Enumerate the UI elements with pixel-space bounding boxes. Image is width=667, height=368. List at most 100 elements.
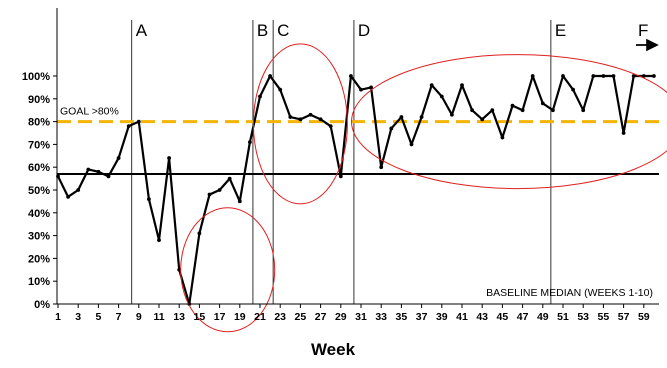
y-tick-label: 80% xyxy=(28,117,50,129)
highlight-ellipse xyxy=(351,54,667,190)
x-tick-label: 27 xyxy=(315,311,327,323)
axes-group: 0%10%20%30%40%50%60%70%80%90%100%1 3 5 7 9 11… xyxy=(22,8,659,323)
data-point xyxy=(308,112,313,117)
x-tick-label: 57 xyxy=(618,311,630,323)
phase-label-f: F xyxy=(638,21,648,40)
highlight-ellipse xyxy=(252,43,348,205)
x-tick-label: 49 xyxy=(537,311,549,323)
data-point xyxy=(268,74,272,78)
data-point xyxy=(439,94,444,99)
phase-label-c: C xyxy=(277,21,289,40)
phase-label-d: D xyxy=(358,21,370,40)
x-tick-label: 41 xyxy=(456,311,468,323)
x-tick-label: 55 xyxy=(598,311,610,323)
data-point xyxy=(500,135,505,140)
data-point xyxy=(177,267,182,272)
data-point xyxy=(520,108,525,113)
data-point xyxy=(369,85,373,90)
data-point xyxy=(86,167,91,172)
data-point xyxy=(551,108,555,113)
data-point xyxy=(349,74,353,78)
y-tick-label: 30% xyxy=(28,231,50,243)
data-point xyxy=(318,117,323,122)
data-point xyxy=(328,124,333,129)
x-tick-label: 37 xyxy=(416,311,428,323)
data-point xyxy=(217,188,222,192)
baseline-median-label: BASELINE MEDIAN (WEEKS 1-10) xyxy=(486,287,653,299)
data-point xyxy=(601,74,606,78)
data-point xyxy=(591,74,596,78)
data-point xyxy=(359,87,363,92)
data-point xyxy=(389,126,394,131)
data-point xyxy=(126,124,131,129)
data-point xyxy=(470,108,474,113)
x-tick-label: 35 xyxy=(396,311,408,323)
y-tick-label: 20% xyxy=(28,253,50,265)
x-tick-label: 59 xyxy=(638,311,650,323)
highlight-ellipse xyxy=(180,207,276,333)
data-point xyxy=(197,231,202,236)
y-tick-label: 10% xyxy=(28,276,50,288)
highlight-ellipses-group xyxy=(180,43,667,333)
data-point xyxy=(157,238,161,243)
x-axis-title: Week xyxy=(311,340,356,359)
x-tick-label: 5 xyxy=(95,311,101,323)
x-tick-label: 47 xyxy=(517,311,529,323)
series-line xyxy=(57,74,654,306)
data-point xyxy=(298,117,303,122)
data-point xyxy=(530,74,535,78)
x-tick-label: 45 xyxy=(497,311,509,323)
phase-label-e: E xyxy=(555,21,566,40)
data-point xyxy=(490,108,495,113)
data-point xyxy=(76,188,81,192)
x-tick-label: 1 xyxy=(55,311,61,323)
data-point xyxy=(540,101,545,106)
x-tick-label: 53 xyxy=(577,311,589,323)
x-tick-label: 19 xyxy=(234,311,246,323)
data-point xyxy=(248,140,252,145)
data-point xyxy=(571,87,575,92)
data-point xyxy=(288,115,293,119)
data-point xyxy=(561,74,565,78)
data-point xyxy=(106,174,111,179)
phase-lines-group xyxy=(131,20,552,304)
y-tick-label: 90% xyxy=(28,94,50,106)
data-point xyxy=(419,115,424,119)
x-tick-label: 11 xyxy=(153,311,164,323)
x-tick-label: 43 xyxy=(476,311,488,323)
data-point xyxy=(641,74,646,78)
phase-label-b: B xyxy=(257,21,268,40)
y-tick-label: 50% xyxy=(28,185,50,197)
x-tick-label: 17 xyxy=(214,311,226,323)
reference-lines-group xyxy=(57,120,659,176)
data-point xyxy=(116,156,121,160)
x-tick-label: 3 xyxy=(75,311,81,323)
x-tick-label: 39 xyxy=(436,311,448,323)
y-tick-label: 40% xyxy=(28,208,50,220)
y-tick-label: 70% xyxy=(28,139,50,151)
data-point xyxy=(611,74,616,78)
data-point xyxy=(167,156,172,160)
series-group xyxy=(56,74,656,306)
x-tick-label: 13 xyxy=(173,311,185,323)
data-point xyxy=(147,197,151,202)
y-tick-label: 60% xyxy=(28,162,50,174)
x-tick-label: 31 xyxy=(355,311,367,323)
data-point xyxy=(510,103,515,108)
x-tick-label: 23 xyxy=(274,311,286,323)
data-point xyxy=(621,131,626,135)
data-point xyxy=(227,176,232,181)
x-tick-label: 21 xyxy=(254,311,266,323)
data-point xyxy=(409,142,414,147)
data-point xyxy=(450,112,454,117)
x-tick-label: 15 xyxy=(194,311,206,323)
labels-group: A B C D E F GOAL >80% BASELINE MEDIAN (WEEKS 1-… xyxy=(60,21,659,299)
data-point xyxy=(652,74,656,78)
x-tick-label: 33 xyxy=(375,311,387,323)
data-point xyxy=(460,83,464,88)
phase-label-a: A xyxy=(136,21,148,40)
data-point xyxy=(96,169,101,174)
x-tick-label: 7 xyxy=(116,311,122,323)
